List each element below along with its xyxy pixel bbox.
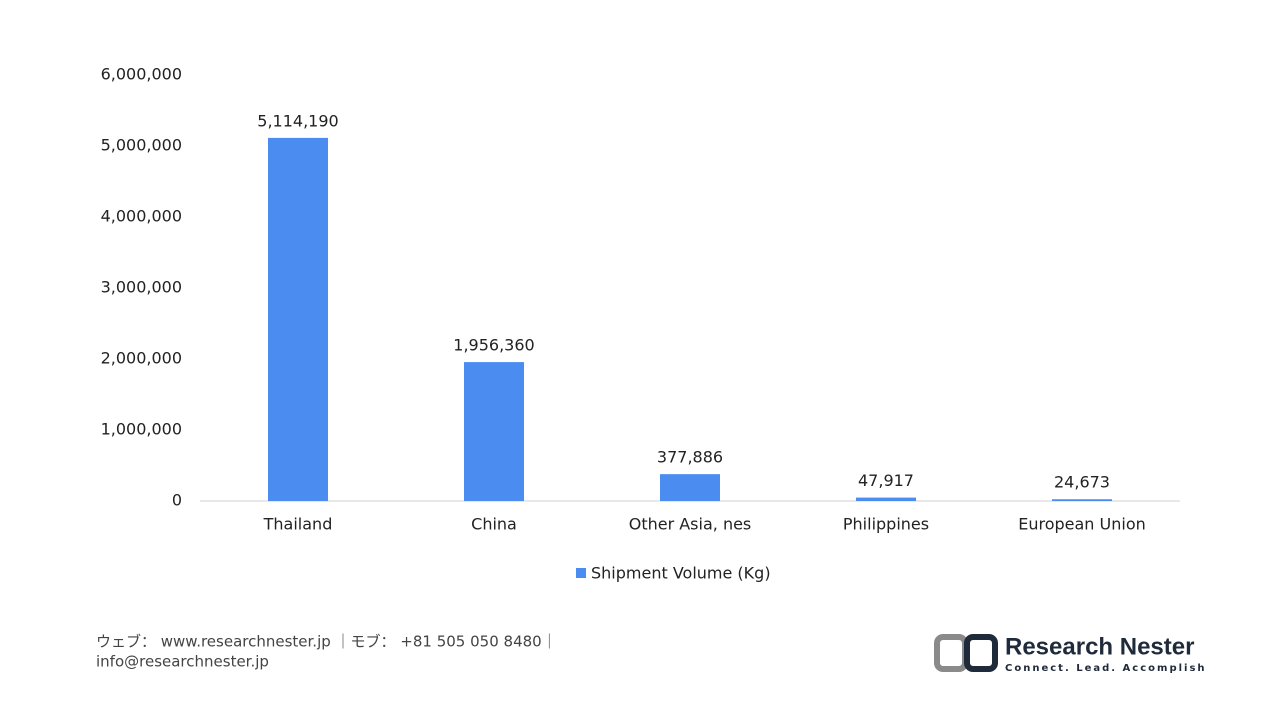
y-tick-label: 5,000,000 — [101, 136, 182, 155]
y-tick-label: 3,000,000 — [101, 278, 182, 297]
y-tick-label: 0 — [172, 491, 182, 510]
x-tick-label: European Union — [1018, 515, 1146, 534]
bar — [1052, 499, 1112, 501]
value-label: 1,956,360 — [453, 336, 534, 355]
value-label: 377,886 — [657, 448, 723, 467]
value-label: 24,673 — [1054, 473, 1110, 492]
bar — [856, 497, 916, 501]
bar — [268, 137, 328, 501]
logo-tagline: Connect. Lead. Accomplish — [1005, 663, 1207, 674]
y-tick-label: 1,000,000 — [101, 420, 182, 439]
footer-contact: ウェブ： www.researchnester.jp ｜モブ： +81 505 … — [96, 633, 557, 651]
x-tick-label: China — [471, 515, 517, 534]
value-label: 47,917 — [858, 471, 914, 490]
logo-name: Research Nester — [1005, 633, 1194, 660]
logo-icon — [934, 634, 968, 672]
logo: Research Nester Connect. Lead. Accomplis… — [934, 633, 1207, 674]
x-tick-label: Thailand — [263, 515, 333, 534]
bar — [464, 362, 524, 501]
y-tick-label: 6,000,000 — [101, 65, 182, 84]
y-tick-label: 4,000,000 — [101, 207, 182, 226]
logo-icon — [964, 634, 998, 672]
x-tick-label: Other Asia, nes — [629, 515, 752, 534]
x-tick-label: Philippines — [843, 515, 929, 534]
legend-swatch — [576, 568, 586, 578]
y-tick-label: 2,000,000 — [101, 349, 182, 368]
legend-label: Shipment Volume (Kg) — [591, 564, 771, 583]
value-label: 5,114,190 — [257, 111, 338, 130]
footer-email: info@researchnester.jp — [96, 653, 269, 671]
bar — [660, 474, 720, 501]
